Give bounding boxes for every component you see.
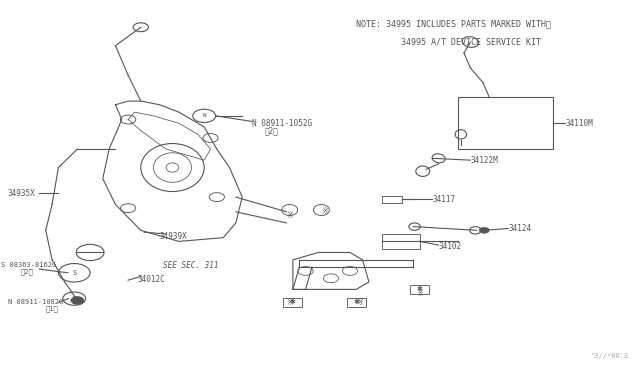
Text: ※: ※ <box>416 289 423 298</box>
Text: S: S <box>72 270 76 276</box>
Text: 34012C: 34012C <box>138 275 165 283</box>
Text: ✱: ✱ <box>417 286 422 292</box>
Text: ✱: ✱ <box>353 299 359 305</box>
Text: 34939X: 34939X <box>160 232 188 241</box>
Text: 〈1〉: 〈1〉 <box>45 305 58 312</box>
Circle shape <box>479 227 490 233</box>
Circle shape <box>71 297 84 304</box>
Text: N: N <box>202 113 206 118</box>
Text: 34124: 34124 <box>508 224 531 233</box>
Text: ※: ※ <box>321 207 328 217</box>
Text: SEE SEC. 311: SEE SEC. 311 <box>163 261 218 270</box>
Bar <box>410 285 429 294</box>
Text: S 08363-8162G: S 08363-8162G <box>1 262 56 268</box>
Text: N 08911-1052G: N 08911-1052G <box>252 119 312 128</box>
Text: 34110M: 34110M <box>565 119 593 128</box>
Text: 〈2〉: 〈2〉 <box>264 126 278 135</box>
Text: ※: ※ <box>286 211 293 220</box>
Text: 34122M: 34122M <box>470 155 498 165</box>
Text: ^3//*00:3: ^3//*00:3 <box>591 353 629 359</box>
Text: NOTE: 34995 INCLUDES PARTS MARKED WITH※: NOTE: 34995 INCLUDES PARTS MARKED WITH※ <box>356 19 551 28</box>
Text: 34935X: 34935X <box>8 189 35 198</box>
Bar <box>284 298 302 307</box>
Text: ※: ※ <box>286 298 293 307</box>
Text: ※: ※ <box>356 298 363 307</box>
Text: 〈2〉: 〈2〉 <box>20 268 33 275</box>
Bar <box>381 234 420 249</box>
Bar <box>381 196 402 203</box>
Text: N: N <box>72 296 76 301</box>
Bar <box>347 298 366 307</box>
Text: ✱: ✱ <box>290 299 296 305</box>
Text: 34995 A/T DEVICE SERVICE KIT: 34995 A/T DEVICE SERVICE KIT <box>401 38 541 46</box>
Text: 34117: 34117 <box>432 195 456 204</box>
Text: 34102: 34102 <box>438 243 462 251</box>
Bar <box>458 97 553 149</box>
Text: N 08911-1082G: N 08911-1082G <box>8 299 63 305</box>
